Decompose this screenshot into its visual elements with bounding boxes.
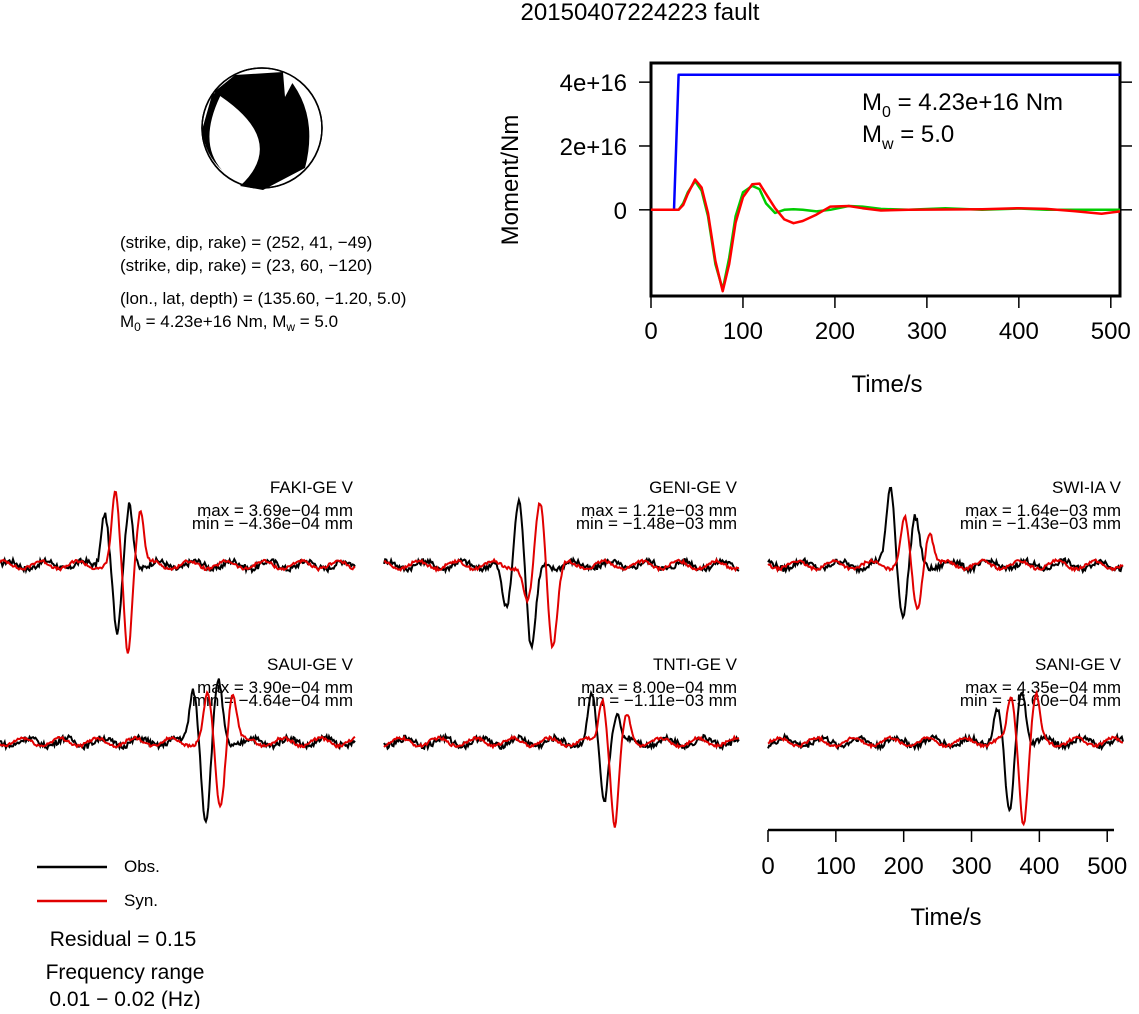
synthetic-trace — [383, 697, 740, 828]
moment-series-line-1 — [651, 179, 1120, 291]
observed-trace — [0, 678, 356, 825]
moment-ytick-label: 2e+16 — [560, 134, 627, 161]
station-name: SAUI-GE V — [267, 655, 354, 674]
observed-trace — [767, 691, 1124, 813]
moment-xtick-label: 300 — [907, 318, 947, 345]
waveform-xtick-label: 100 — [816, 853, 856, 880]
frequency-range-value: 0.01 − 0.02 (Hz) — [49, 988, 200, 1009]
station-max: max = 8.00e−04 mm — [581, 678, 737, 697]
mechanism-plane-1: (strike, dip, rake) = (252, 41, −49) — [120, 233, 372, 252]
waveform-xtick-label: 200 — [884, 853, 924, 880]
station-min: min = −1.48e−03 mm — [576, 514, 737, 533]
moment-series-line-2 — [651, 178, 1121, 293]
mechanism-moment: M0 = 4.23e+16 Nm, Mw = 5.0 — [120, 312, 338, 334]
moment-ytick-label: 0 — [614, 198, 627, 225]
legend-syn-label: Syn. — [124, 891, 158, 910]
station-max: max = 1.21e−03 mm — [581, 501, 737, 520]
mechanism-plane-2: (strike, dip, rake) = (23, 60, −120) — [120, 256, 372, 275]
station-name: SWI-IA V — [1052, 478, 1122, 497]
moment-chart-xlabel: Time/s — [851, 371, 922, 398]
mechanism-location: (lon., lat, depth) = (135.60, −1.20, 5.0… — [120, 289, 406, 308]
synthetic-trace — [767, 689, 1124, 827]
station-max: max = 3.69e−04 mm — [197, 501, 353, 520]
legend-obs-label: Obs. — [124, 857, 160, 876]
moment-xtick-label: 0 — [644, 318, 657, 345]
moment-ytick-label: 4e+16 — [560, 70, 627, 97]
legend: Obs. Syn. — [37, 857, 160, 910]
station-max: max = 4.35e−04 mm — [965, 678, 1121, 697]
waveform-time-axis: Time/s 0 100 200 300 400 500 — [761, 828, 1127, 931]
station-name: GENI-GE V — [649, 478, 738, 497]
moment-annotation-mw: Mw = 5.0 — [862, 121, 954, 153]
waveform-xtick-label: 400 — [1019, 853, 1059, 880]
station-name: FAKI-GE V — [270, 478, 354, 497]
moment-xtick-label: 400 — [999, 318, 1039, 345]
waveform-xtick-label: 300 — [952, 853, 992, 880]
moment-xtick-label: 200 — [815, 318, 855, 345]
station-min: min = −4.36e−04 mm — [192, 514, 353, 533]
station-min: min = −5.60e−04 mm — [960, 691, 1121, 710]
synthetic-trace — [383, 501, 740, 650]
station-min: min = −1.43e−03 mm — [960, 514, 1121, 533]
frequency-range-label: Frequency range — [46, 961, 205, 984]
synthetic-trace — [0, 689, 356, 809]
station-max: max = 1.64e−03 mm — [965, 501, 1121, 520]
figure-title: 20150407224223 fault — [521, 0, 760, 26]
moment-xtick-label: 100 — [723, 318, 763, 345]
waveform-xtick-label: 0 — [761, 853, 774, 880]
station-name: SANI-GE V — [1035, 655, 1122, 674]
waveform-xlabel: Time/s — [910, 904, 981, 931]
moment-chart-ylabel: Moment/Nm — [497, 115, 524, 246]
beachball-icon — [201, 67, 323, 190]
synthetic-trace — [0, 490, 356, 654]
station-min: min = −1.11e−03 mm — [577, 691, 737, 710]
moment-chart: 0 100 200 300 400 500 0 2e+16 4e+16 Moment/Nm Ti… — [497, 61, 1132, 398]
waveform-xtick-label: 500 — [1087, 853, 1127, 880]
station-max: max = 3.90e−04 mm — [197, 678, 353, 697]
moment-annotation-m0: M0 = 4.23e+16 Nm — [862, 89, 1063, 121]
station-name: TNTI-GE V — [653, 655, 738, 674]
residual-label: Residual = 0.15 — [50, 928, 197, 951]
moment-chart-frame — [649, 61, 1122, 298]
moment-xtick-label: 500 — [1091, 318, 1131, 345]
synthetic-trace — [767, 513, 1124, 611]
